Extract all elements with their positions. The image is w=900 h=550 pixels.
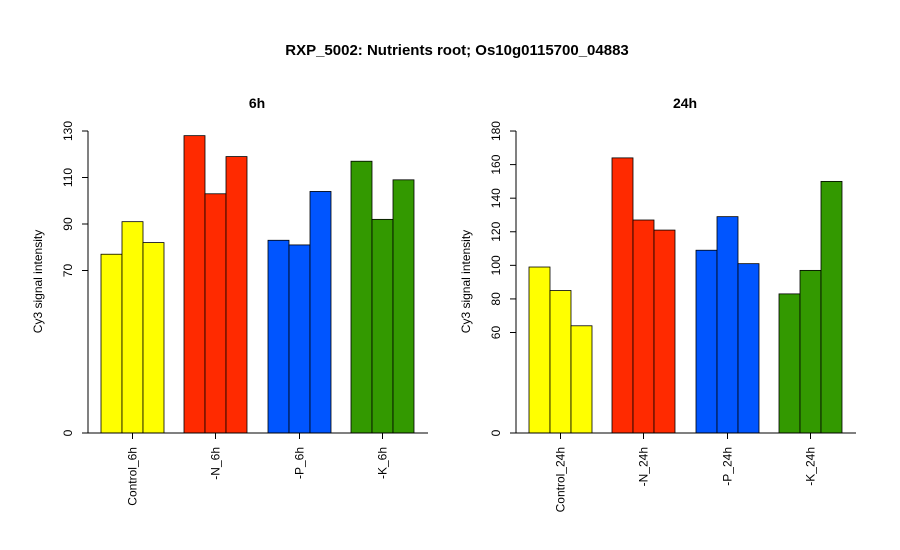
y-tick-label: 90 — [61, 217, 75, 231]
y-tick-label: 0 — [489, 429, 503, 436]
y-tick-label: 60 — [489, 326, 503, 340]
bar — [371, 218, 394, 434]
y-tick-label: 120 — [489, 221, 503, 241]
y-tick-label: 140 — [489, 188, 503, 208]
bar — [632, 219, 655, 434]
y-tick-label: 130 — [61, 121, 75, 141]
panel-title: 6h — [249, 95, 265, 111]
bar — [737, 263, 760, 434]
x-tick-label: -K_6h — [376, 447, 390, 479]
y-tick-label: 180 — [489, 121, 503, 141]
bar — [183, 135, 206, 434]
x-tick-label: -P_6h — [293, 447, 307, 479]
x-tick-label: -N_24h — [637, 447, 651, 486]
y-tick-label: 100 — [489, 255, 503, 275]
bar — [288, 244, 311, 434]
bar — [549, 290, 572, 434]
bar — [778, 293, 801, 434]
bar — [528, 266, 551, 434]
bar — [204, 193, 227, 434]
y-tick-label: 80 — [489, 292, 503, 306]
chart-panel-1: 24h Control_24h -N_24h -P_24h -K_24h 0 60 80 100… — [459, 95, 856, 512]
bar — [653, 229, 676, 434]
chart-panel-0: 6h Control_6h -N_6h -P_6h -K_6h 0 70 90 110 130 Cy… — [31, 95, 428, 506]
x-tick-label: Control_24h — [554, 447, 568, 512]
panel-title: 24h — [673, 95, 697, 111]
y-axis-title: Cy3 signal intensity — [31, 230, 45, 333]
y-tick-label: 160 — [489, 154, 503, 174]
x-tick-label: -N_6h — [209, 447, 223, 480]
y-axis-title: Cy3 signal intensity — [459, 230, 473, 333]
x-tick-label: Control_6h — [126, 447, 140, 506]
bar — [716, 216, 739, 434]
bar — [267, 239, 290, 434]
bar — [142, 242, 165, 434]
bar — [799, 269, 822, 434]
bar — [392, 179, 415, 434]
x-tick-label: -K_24h — [804, 447, 818, 486]
bar — [309, 191, 332, 434]
bar — [121, 221, 144, 434]
bar — [350, 160, 373, 434]
bar — [570, 325, 593, 434]
y-tick-label: 70 — [61, 264, 75, 278]
figure-title: RXP_5002: Nutrients root; Os10g0115700_0… — [285, 42, 629, 59]
bar — [100, 253, 123, 434]
bar — [225, 156, 248, 434]
bar — [611, 157, 634, 434]
bar — [695, 249, 718, 434]
y-tick-label: 110 — [61, 168, 75, 187]
y-tick-label: 0 — [61, 429, 75, 436]
x-tick-label: -P_24h — [721, 447, 735, 486]
bar — [820, 180, 843, 434]
